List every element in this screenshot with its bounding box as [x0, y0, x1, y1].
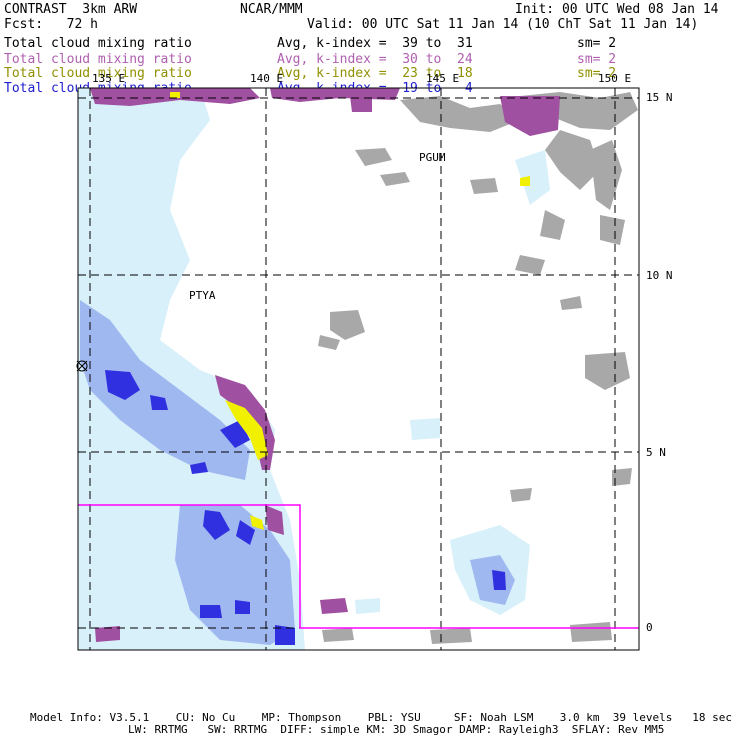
model-info-line2: LW: RRTMG SW: RRTMG DIFF: simple KM: 3D … [128, 723, 665, 736]
legend-avg: Avg, k-index = 30 to 24 [277, 52, 473, 67]
legend-field: Total cloud mixing ratio [4, 36, 192, 51]
model-info-line1: Model Info: V3.5.1 CU: No Cu MP: Thompso… [30, 711, 732, 724]
model-title: CONTRAST 3km ARW [4, 2, 138, 17]
lon-label: 150 E [598, 72, 632, 85]
forecast-hour: Fcst: 72 h [4, 17, 98, 32]
init-time: Init: 00 UTC Wed 08 Jan 14 [515, 2, 719, 17]
inset-domain-box [78, 504, 639, 629]
yellow-cloud-cores [170, 92, 530, 530]
lat-label: 10 N [646, 269, 673, 282]
lon-label: 140 E [250, 72, 284, 85]
station-marker [76, 360, 88, 372]
legend-sm: sm= 2 [577, 66, 617, 81]
station-label-ptya: PTYA [189, 289, 216, 302]
legend-sm: sm= 2 [577, 36, 617, 51]
legend-sm: sm= 2 [577, 52, 617, 67]
legend-field: Total cloud mixing ratio [4, 52, 192, 67]
legend-avg: Avg, k-index = 23 to 18 [277, 66, 473, 81]
map-frame [77, 87, 640, 651]
legend-avg: Avg, k-index = 39 to 31 [277, 36, 473, 51]
center-name: NCAR/MMM [240, 2, 303, 17]
lon-label: 135 E [92, 72, 126, 85]
lat-label: 5 N [646, 446, 666, 459]
station-label-pgum: PGUM [419, 151, 446, 164]
legend-field: Total cloud mixing ratio [4, 66, 192, 81]
lon-label: 145 E [426, 72, 460, 85]
light-blue-cloud-field [78, 88, 550, 650]
lat-label: 0 [646, 621, 653, 634]
lat-label: 15 N [646, 91, 673, 104]
valid-time: Valid: 00 UTC Sat 11 Jan 14 (10 ChT Sat … [307, 17, 699, 32]
